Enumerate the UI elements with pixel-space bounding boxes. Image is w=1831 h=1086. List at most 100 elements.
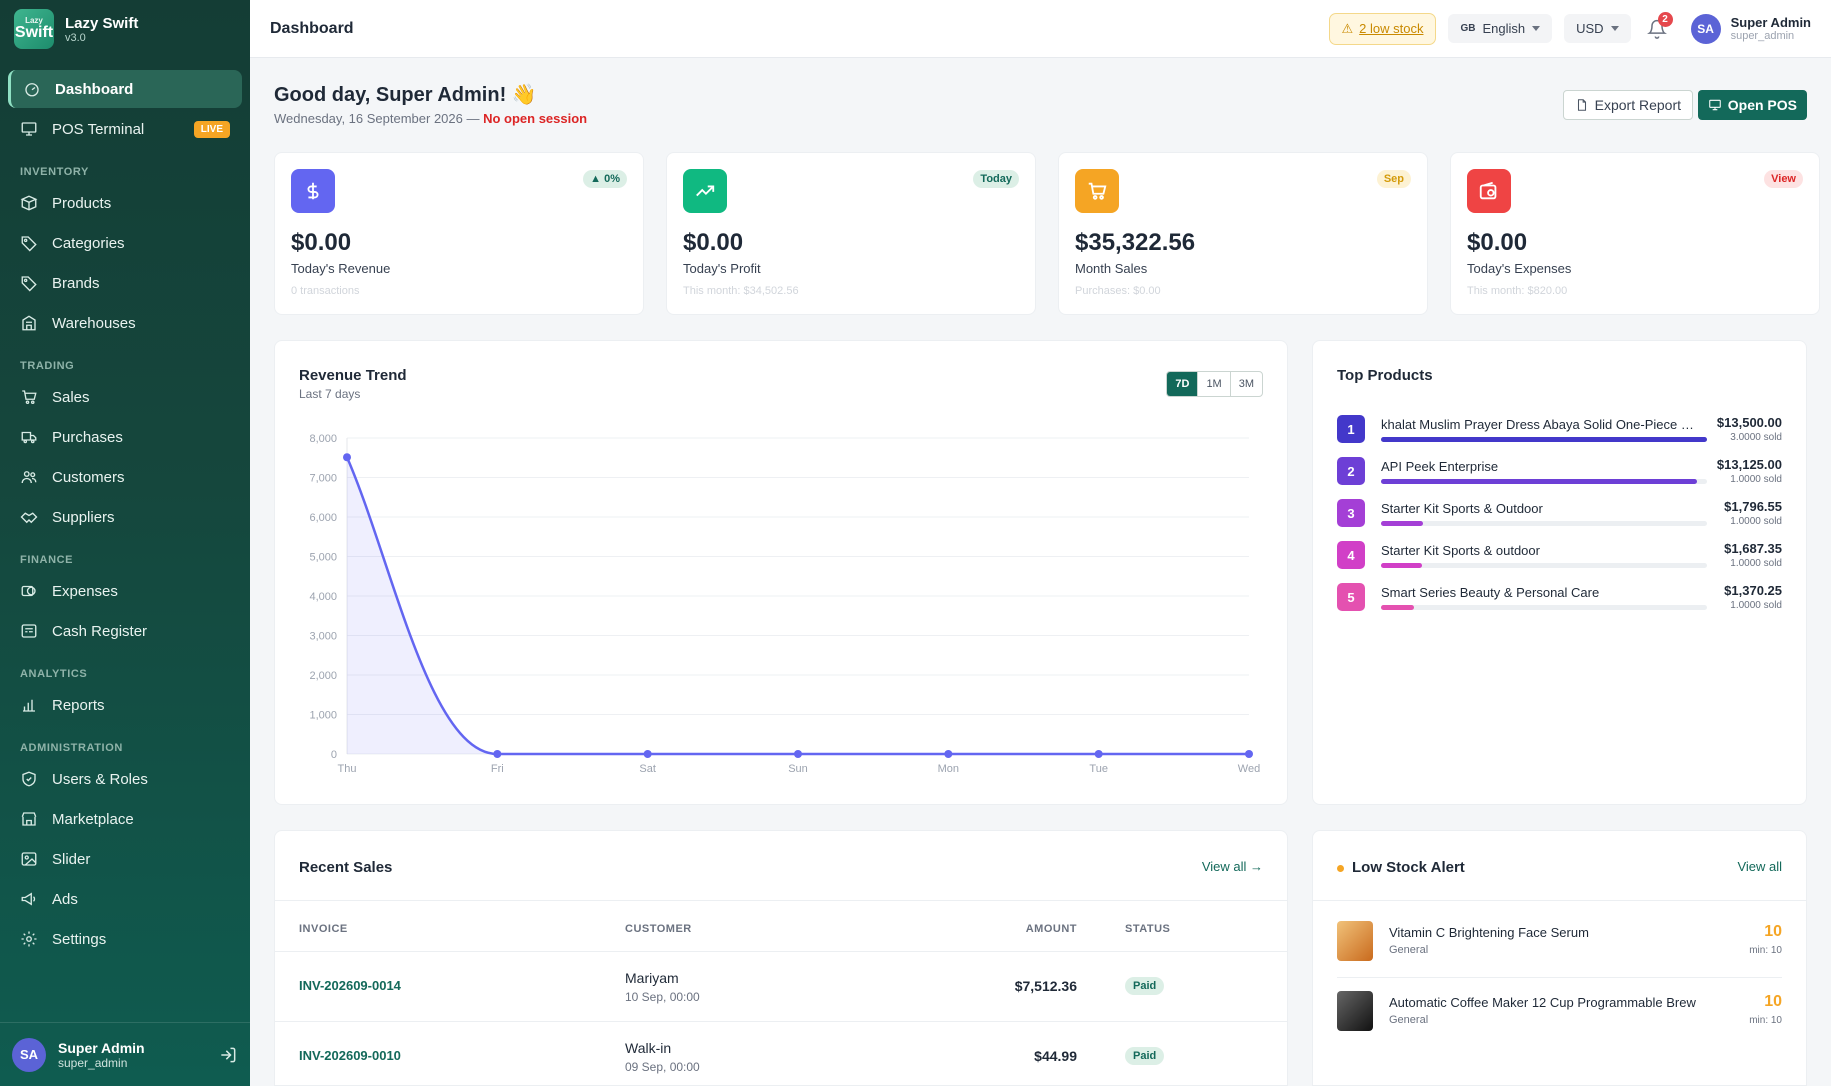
sidebar-item-label: Brands (52, 274, 100, 292)
chevron-down-icon (1610, 26, 1619, 31)
share-bar-fill (1381, 563, 1422, 568)
export-report-label: Export Report (1594, 97, 1681, 113)
top-product-row[interactable]: 2 API Peek Enterprise $13,125.00 1.0000 sol… (1337, 457, 1782, 491)
recent-sales-header: Recent Sales View all → (275, 831, 1287, 901)
stat-value: $0.00 (291, 229, 352, 256)
stat-value: $0.00 (1467, 229, 1528, 256)
low-stock-item[interactable]: Vitamin C Brightening Face Serum General 1… (1337, 907, 1782, 977)
product-category: General (1389, 944, 1429, 956)
sidebar-item-ads[interactable]: Ads (8, 880, 242, 918)
range-7d-button[interactable]: 7D (1167, 372, 1198, 396)
range-3m-button[interactable]: 3M (1229, 372, 1262, 396)
view-all-sales-link[interactable]: View all → (1201, 859, 1263, 874)
wallet-icon (1467, 169, 1511, 213)
top-products-title: Top Products (1337, 367, 1433, 384)
sidebar-item-label: Warehouses (52, 314, 136, 332)
product-sold: 3.0000 sold (1730, 432, 1782, 443)
revenue-trend-title: Revenue Trend (299, 367, 407, 384)
sidebar-item-categories[interactable]: Categories (8, 224, 242, 262)
share-bar-fill (1381, 605, 1414, 610)
sidebar-item-users-and-roles[interactable]: Users & Roles (8, 760, 242, 798)
view-all-low-stock-link[interactable]: View all (1737, 859, 1782, 874)
open-pos-button[interactable]: Open POS (1697, 90, 1807, 120)
user-handle: super_admin (58, 1055, 128, 1070)
table-row[interactable]: INV-202609-0014 Mariyam 10 Sep, 00:00 $7,51… (275, 951, 1287, 1021)
invoice-link[interactable]: INV-202609-0014 (299, 978, 401, 993)
logout-icon[interactable] (218, 1045, 238, 1065)
low-stock-alert-button[interactable]: ⚠ 2 low stock (1328, 12, 1437, 45)
sidebar-item-expenses[interactable]: Expenses (8, 572, 242, 610)
stat-hint: This month: $34,502.56 (683, 285, 799, 297)
app-name: Lazy Swift (65, 14, 139, 32)
sidebar-item-dashboard[interactable]: Dashboard (8, 70, 242, 108)
share-bar-fill (1381, 521, 1424, 526)
product-name: Starter Kit Sports & outdoor (1381, 543, 1540, 558)
notification-count: 2 (1657, 11, 1673, 27)
sidebar-item-reports[interactable]: Reports (8, 686, 242, 724)
top-product-row[interactable]: 3 Starter Kit Sports & Outdoor $1,796.55 1.… (1337, 499, 1782, 533)
sidebar-item-warehouses[interactable]: Warehouses (8, 304, 242, 342)
stat-card-month-sales[interactable]: Sep $35,322.56 Month Sales Purchases: $0.00 (1058, 152, 1428, 315)
stat-hint: Purchases: $0.00 (1075, 285, 1161, 297)
product-sold: 1.0000 sold (1730, 558, 1782, 569)
rank-badge: 4 (1337, 541, 1365, 569)
range-1m-button[interactable]: 1M (1197, 372, 1229, 396)
language-select[interactable]: GB English (1448, 14, 1553, 43)
top-product-row[interactable]: 4 Starter Kit Sports & outdoor $1,687.35 1.… (1337, 541, 1782, 575)
share-bar (1381, 563, 1707, 568)
cart-icon (20, 388, 38, 406)
sidebar-item-pos-terminal[interactable]: POS Terminal LIVE (8, 110, 242, 148)
x-tick-label: Sun (788, 763, 808, 775)
stat-card-todays-revenue[interactable]: ▲ 0% $0.00 Today's Revenue 0 transactions (274, 152, 644, 315)
top-product-row[interactable]: 5 Smart Series Beauty & Personal Care $1,3… (1337, 583, 1782, 617)
currency-select[interactable]: USD (1564, 14, 1631, 43)
low-stock-card: Low Stock Alert View all Vitamin C Brigh… (1312, 830, 1807, 1086)
sidebar-item-settings[interactable]: Settings (8, 920, 242, 958)
greeting: Good day, Super Admin! 👋 Wednesday, 16 S… (274, 82, 587, 126)
tag-icon (20, 234, 38, 252)
sidebar-item-label: Reports (52, 696, 105, 714)
sidebar-item-customers[interactable]: Customers (8, 458, 242, 496)
data-point (1094, 750, 1103, 758)
sidebar-item-suppliers[interactable]: Suppliers (8, 498, 242, 536)
user-menu[interactable]: SA Super Admin super_admin (1690, 13, 1811, 44)
sidebar-item-brands[interactable]: Brands (8, 264, 242, 302)
x-tick-label: Thu (338, 763, 357, 775)
top-product-row[interactable]: 1 khalat Muslim Prayer Dress Abaya Solid … (1337, 415, 1782, 449)
y-tick-label: 4,000 (309, 591, 337, 603)
export-report-button[interactable]: Export Report (1562, 90, 1693, 120)
y-tick-label: 3,000 (309, 631, 337, 643)
stock-minimum: min: 10 (1749, 1015, 1782, 1026)
revenue-trend-subtitle: Last 7 days (299, 387, 361, 401)
invoice-link[interactable]: INV-202609-0010 (299, 1048, 401, 1063)
sidebar-item-cash-register[interactable]: Cash Register (8, 612, 242, 650)
sidebar-item-products[interactable]: Products (8, 184, 242, 222)
low-stock-link[interactable]: 2 low stock (1359, 21, 1424, 36)
customer-name: Walk-in (625, 1040, 672, 1056)
sidebar-item-label: Purchases (52, 428, 123, 446)
stat-tag: ▲ 0% (583, 170, 627, 188)
nav-section-inventory: INVENTORY (20, 166, 89, 178)
stat-card-todays-expenses[interactable]: View $0.00 Today's Expenses This month: $82… (1450, 152, 1820, 315)
brand[interactable]: Lazy Swift Lazy Swift v3.0 (0, 0, 250, 58)
table-row[interactable]: INV-202609-0010 Walk-in 09 Sep, 00:00 $44.9… (275, 1021, 1287, 1086)
rank-badge: 1 (1337, 415, 1365, 443)
stat-card-todays-profit[interactable]: Today $0.00 Today's Profit This month: $34,… (666, 152, 1036, 315)
sale-amount: $7,512.36 (1014, 978, 1077, 994)
sidebar-item-sales[interactable]: Sales (8, 378, 242, 416)
notifications-button[interactable]: 2 (1643, 11, 1673, 43)
language-value: English (1482, 21, 1526, 36)
sidebar-item-marketplace[interactable]: Marketplace (8, 800, 242, 838)
stat-label: Today's Revenue (291, 261, 391, 276)
shield-icon (20, 770, 38, 788)
sidebar-item-purchases[interactable]: Purchases (8, 418, 242, 456)
y-tick-label: 5,000 (309, 552, 337, 564)
low-stock-item[interactable]: Automatic Coffee Maker 12 Cup Programmab… (1337, 977, 1782, 1047)
sidebar: Lazy Swift Lazy Swift v3.0 Dashboard POS … (0, 0, 250, 1086)
sidebar-user[interactable]: SA Super Admin super_admin (0, 1022, 250, 1086)
chevron-down-icon (1532, 26, 1541, 31)
rank-badge: 2 (1337, 457, 1365, 485)
product-sold: 1.0000 sold (1730, 516, 1782, 527)
sidebar-item-slider[interactable]: Slider (8, 840, 242, 878)
stat-label: Today's Profit (683, 261, 761, 276)
